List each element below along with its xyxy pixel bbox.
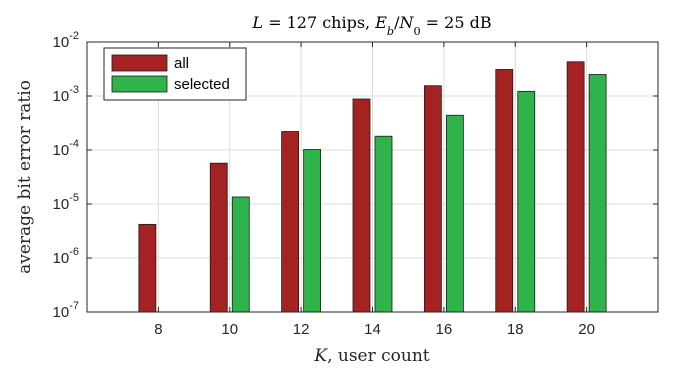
y-axis-label: average bit error ratio bbox=[15, 80, 35, 274]
bar-all-k12 bbox=[281, 131, 300, 313]
x-tick-label: 20 bbox=[578, 321, 595, 338]
chart-title: L = 127 chips, Eb/N0 = 25 dB bbox=[251, 13, 491, 38]
bar-all-k20 bbox=[566, 61, 585, 313]
y-tick-label: 10-2 bbox=[53, 30, 79, 51]
x-axis-label: K, user count bbox=[313, 346, 429, 366]
legend-label-selected: selected bbox=[174, 76, 230, 93]
bar-all-k8 bbox=[138, 223, 157, 313]
bar-selected-k10 bbox=[231, 196, 250, 313]
bar-selected-k12 bbox=[303, 149, 322, 313]
bar-all-k14 bbox=[352, 98, 371, 313]
x-tick-label: 18 bbox=[507, 321, 524, 338]
bar-selected-k14 bbox=[374, 135, 393, 313]
axis-ticks: 8 10 12 14 16 18 20 10-7 10-6 10-5 10-4 10-3 10-2 bbox=[53, 30, 658, 338]
x-tick-label: 16 bbox=[436, 321, 453, 338]
bar-selected-k18 bbox=[517, 90, 536, 313]
y-tick-label: 10-3 bbox=[53, 84, 79, 105]
legend-label-all: all bbox=[174, 55, 189, 72]
bar-all-k16 bbox=[423, 85, 442, 313]
bar-selected-k20 bbox=[588, 74, 607, 313]
y-tick-label: 10-5 bbox=[53, 192, 79, 213]
x-tick-label: 14 bbox=[364, 321, 381, 338]
legend: all selected bbox=[103, 47, 247, 101]
legend-swatch-selected bbox=[111, 75, 168, 93]
legend-swatch-all bbox=[111, 54, 168, 72]
x-tick-label: 8 bbox=[154, 321, 162, 338]
y-tick-label: 10-7 bbox=[53, 300, 79, 321]
y-tick-label: 10-6 bbox=[53, 246, 79, 267]
bar-all-k10 bbox=[209, 162, 228, 313]
y-tick-label: 10-4 bbox=[53, 138, 79, 159]
x-tick-label: 12 bbox=[293, 321, 310, 338]
x-tick-label: 10 bbox=[221, 321, 238, 338]
bar-all-k18 bbox=[495, 69, 514, 313]
bar-selected-k16 bbox=[445, 114, 464, 313]
